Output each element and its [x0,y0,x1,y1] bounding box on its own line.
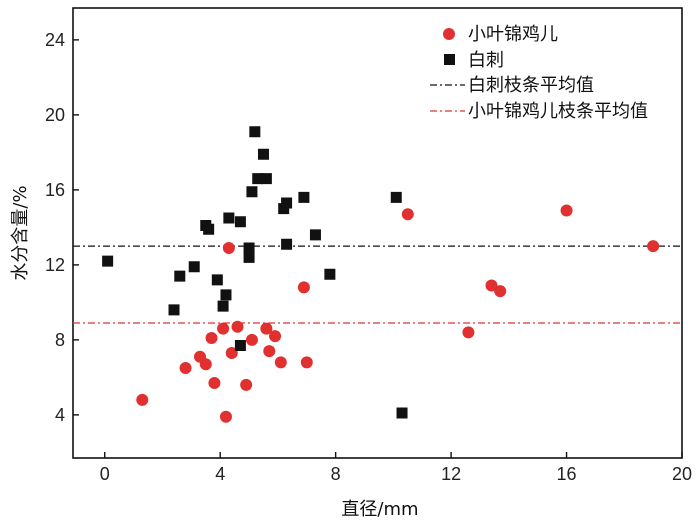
x-tick-label: 20 [672,464,692,484]
data-points [102,126,660,423]
point-series-1 [560,204,573,217]
point-series-2 [309,229,321,241]
point-series-2 [324,268,336,280]
point-series-2 [396,407,408,419]
point-series-1 [205,332,218,344]
legend: 小叶锦鸡儿 白刺 白刺枝条平均值 小叶锦鸡儿枝条平均值 [430,24,648,122]
x-tick-label: 16 [557,464,577,484]
reference-lines [73,245,682,324]
point-series-2 [203,223,215,235]
legend-marker-square [444,54,455,65]
y-tick-label: 12 [45,255,65,275]
point-series-1 [462,326,475,339]
point-series-2 [211,274,223,286]
point-series-2 [174,270,186,282]
point-series-1 [401,208,414,221]
x-tick-label: 8 [331,464,341,484]
point-series-2 [281,238,293,250]
point-series-2 [223,212,235,224]
x-tick-label: 4 [215,464,225,484]
y-tick-label: 20 [45,105,65,125]
x-axis-label: 直径/mm [341,499,418,520]
point-series-1 [274,356,287,369]
x-tick-label: 0 [100,464,110,484]
point-series-1 [494,285,507,298]
point-series-1 [485,279,498,292]
point-series-2 [249,126,261,138]
point-series-1 [231,320,244,333]
point-series-1 [240,378,253,391]
y-tick-label: 4 [55,405,65,425]
point-series-1 [225,347,238,359]
legend-label-series-1: 小叶锦鸡儿 [468,24,558,45]
legend-marker-circle [443,28,455,40]
point-series-1 [136,393,149,406]
point-series-1 [260,322,273,335]
point-series-2 [217,300,229,312]
y-tick-label: 16 [45,180,65,200]
x-tick-label: 12 [441,464,461,484]
point-series-1 [647,240,660,253]
legend-label-ref-1: 白刺枝条平均值 [468,75,594,96]
point-series-1 [208,377,221,389]
point-series-2 [220,289,232,301]
y-tick-label: 8 [55,330,65,350]
point-series-2 [234,340,246,351]
point-series-1 [199,358,212,371]
point-series-2 [260,173,272,185]
point-series-1 [269,330,282,343]
point-series-2 [243,251,255,263]
point-series-2 [234,216,246,228]
point-series-2 [168,304,180,316]
point-series-2 [188,261,200,273]
legend-label-ref-2: 小叶锦鸡儿枝条平均值 [468,101,648,122]
point-series-2 [246,186,258,198]
point-series-1 [263,345,276,358]
point-series-1 [245,333,258,346]
point-series-2 [102,255,114,267]
point-series-1 [219,410,232,423]
point-series-2 [281,197,293,209]
y-axis-label: 水分含量/% [10,185,31,280]
point-series-1 [222,242,235,254]
axis-ticks: 0 4 8 12 16 20 4 8 12 16 20 24 [45,30,692,484]
legend-label-series-2: 白刺 [468,50,504,71]
point-series-1 [179,362,192,374]
point-series-2 [278,203,290,215]
point-series-2 [252,173,264,185]
plot-area [72,7,683,459]
point-series-1 [217,322,230,335]
point-series-2 [298,191,310,203]
point-series-1 [297,281,310,294]
y-tick-label: 24 [45,30,65,50]
point-series-2 [243,242,255,254]
point-series-1 [300,356,313,369]
point-series-2 [257,148,269,160]
point-series-2 [390,191,402,203]
